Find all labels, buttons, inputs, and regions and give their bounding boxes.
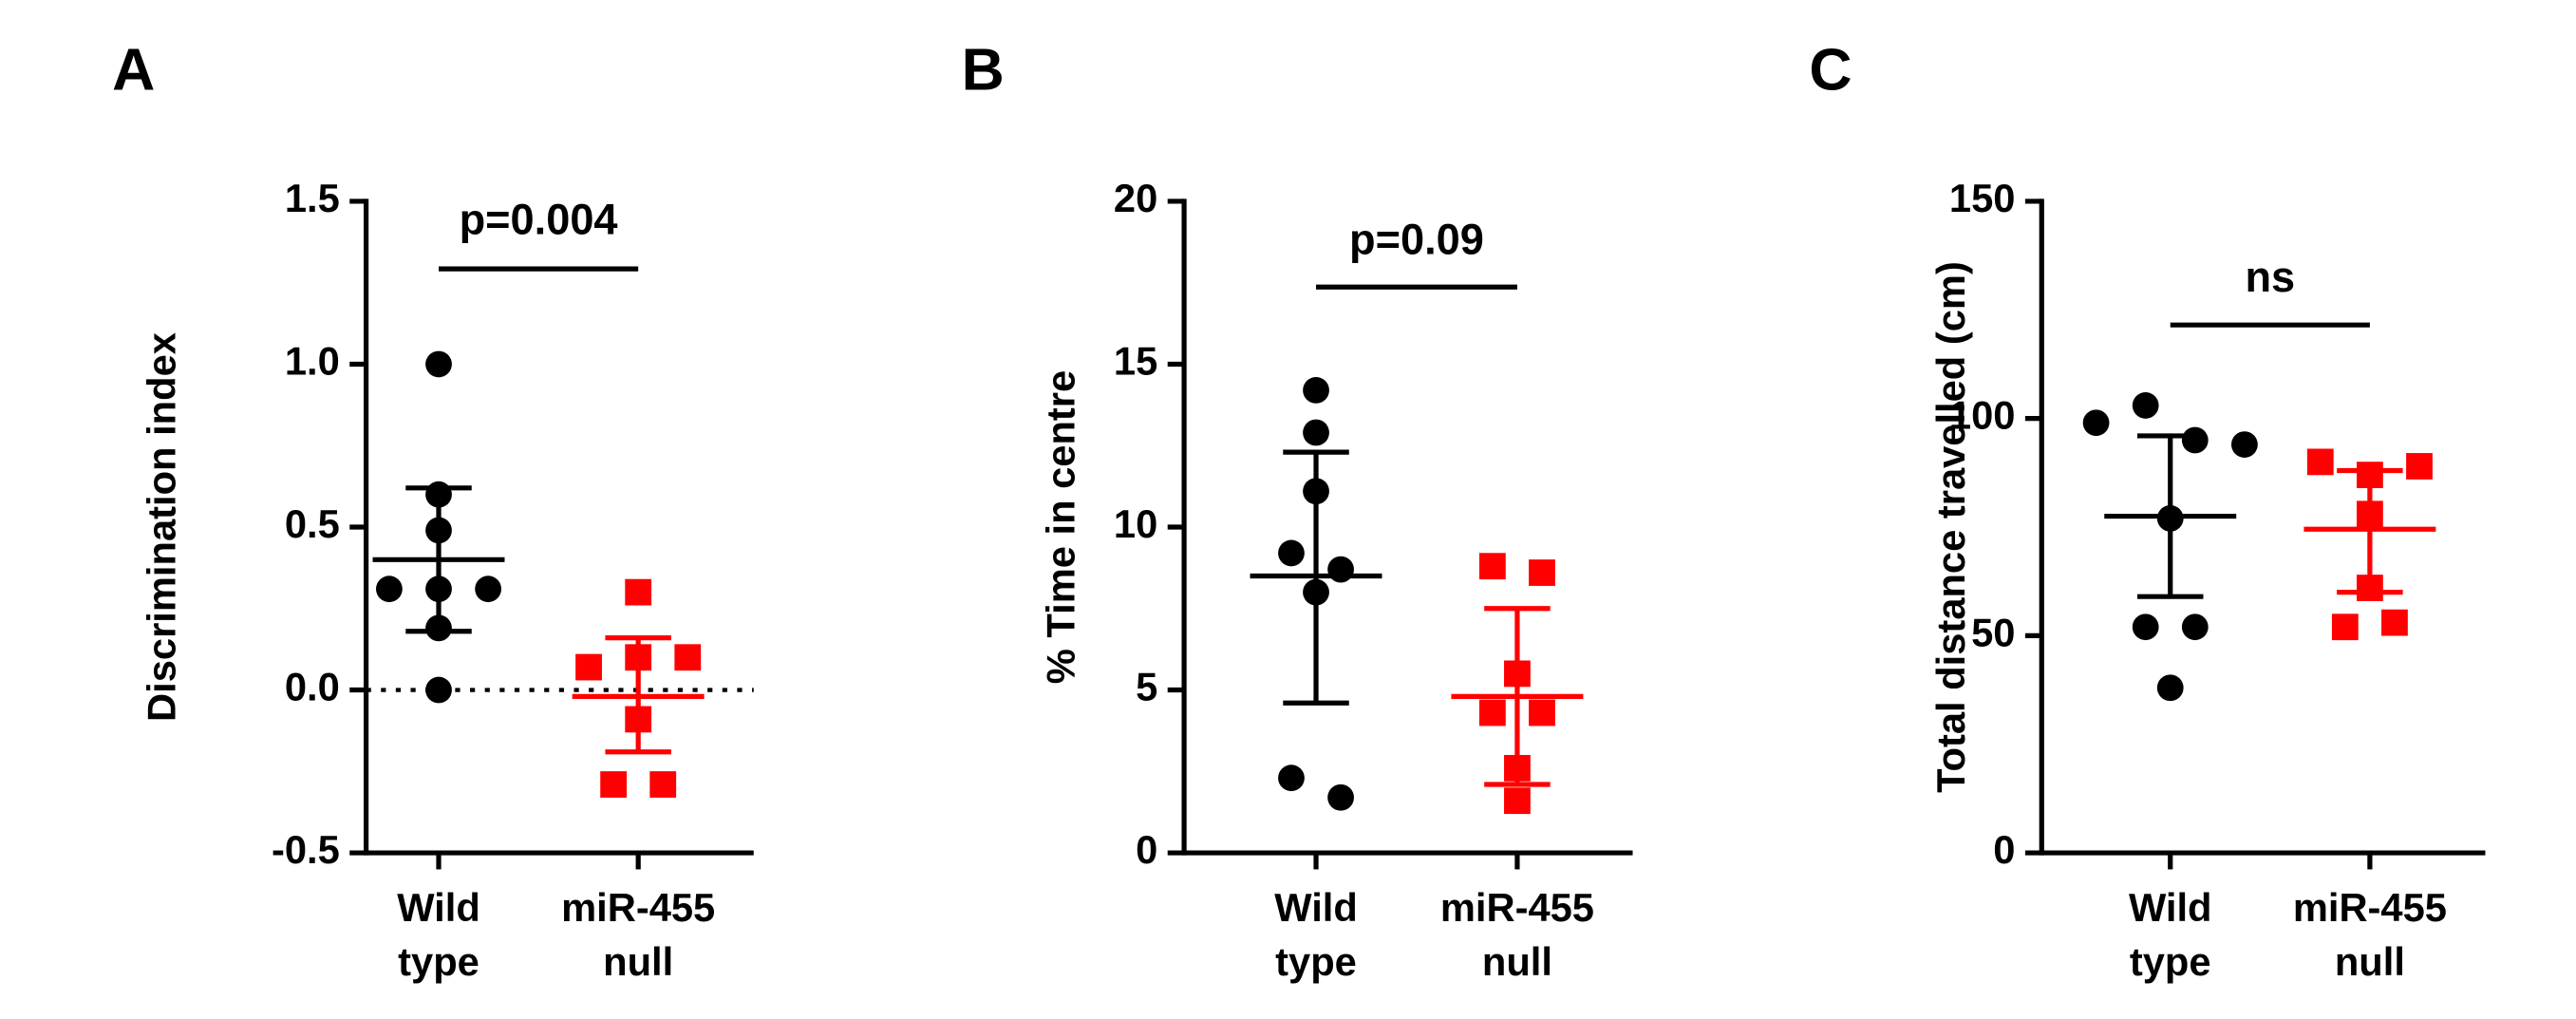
y-tick-label: -0.5 <box>272 827 340 872</box>
data-point <box>2306 448 2334 476</box>
data-point <box>1478 553 1506 580</box>
significance-label: p=0.004 <box>460 195 618 243</box>
y-tick-label: 20 <box>1114 176 1157 220</box>
data-point <box>425 350 452 378</box>
y-tick-label: 15 <box>1114 338 1157 383</box>
y-tick-label: 150 <box>1949 176 2016 220</box>
data-point <box>674 644 702 671</box>
data-point <box>2132 613 2159 641</box>
y-axis-label: Discrimination index <box>140 332 184 722</box>
x-tick-label: Wild type <box>1274 885 1358 984</box>
data-point <box>1529 559 1555 586</box>
data-point <box>1303 377 1329 404</box>
data-point <box>625 578 652 606</box>
data-point <box>475 576 502 603</box>
panel-label: C <box>1809 37 1852 104</box>
data-point <box>2331 613 2359 641</box>
data-point <box>1529 699 1555 727</box>
data-point <box>1327 556 1354 583</box>
data-point <box>575 653 602 681</box>
y-tick-label: 1.0 <box>285 338 340 383</box>
data-point <box>2181 426 2209 454</box>
significance-label: ns <box>2245 253 2295 301</box>
y-axis-label: % Time in centre <box>1038 370 1082 684</box>
significance-label: p=0.09 <box>1349 215 1484 263</box>
x-tick-label: Wild type <box>2129 885 2212 984</box>
y-tick-label: 10 <box>1114 501 1157 546</box>
y-tick-label: 100 <box>1949 393 2016 438</box>
data-point <box>600 771 628 798</box>
y-tick-label: 1.5 <box>285 176 340 220</box>
data-point <box>1327 783 1354 811</box>
data-point <box>2381 609 2408 636</box>
data-point <box>1278 764 1305 792</box>
data-point <box>649 771 677 798</box>
data-point <box>1303 419 1329 446</box>
x-tick-label: miR-455 null <box>561 885 715 984</box>
y-tick-label: 0 <box>1993 827 2015 872</box>
data-point <box>1504 787 1531 815</box>
data-point <box>1478 699 1506 727</box>
y-tick-label: 0.5 <box>285 501 340 546</box>
y-tick-label: 50 <box>1971 610 2015 654</box>
panel-label: A <box>112 37 155 104</box>
y-axis-label: Total distance travelled (cm) <box>1928 261 1973 793</box>
x-tick-label: miR-455 null <box>2293 885 2447 984</box>
panel-label: B <box>962 37 1005 104</box>
data-point <box>2230 431 2258 458</box>
data-point <box>2156 674 2184 702</box>
data-point <box>2181 613 2209 641</box>
data-point <box>425 676 452 704</box>
data-point <box>2082 409 2110 437</box>
data-point <box>2132 392 2159 419</box>
data-point <box>2406 453 2433 480</box>
y-tick-label: 5 <box>1136 665 1157 709</box>
y-tick-label: 0.0 <box>285 665 340 709</box>
x-tick-label: miR-455 null <box>1440 885 1594 984</box>
y-tick-label: 0 <box>1136 827 1157 872</box>
data-point <box>1278 539 1305 567</box>
data-point <box>376 576 403 603</box>
x-tick-label: Wild type <box>397 885 480 984</box>
